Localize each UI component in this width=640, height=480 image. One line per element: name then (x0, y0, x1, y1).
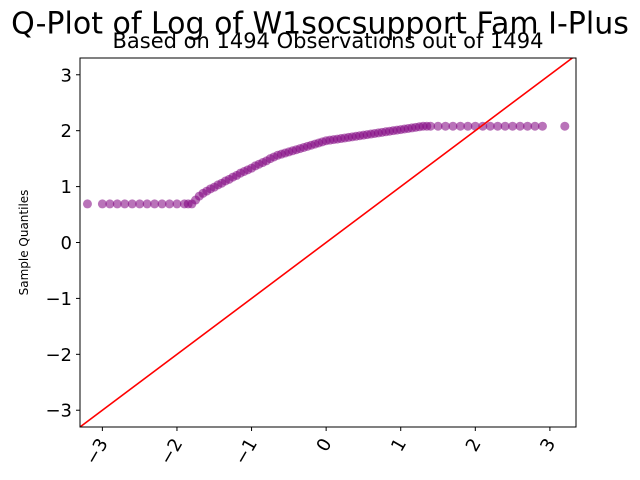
y-tick-label: −3 (45, 401, 72, 422)
reference-line-group (80, 58, 574, 427)
chart-subtitle: Based on 1494 Observations out of 1494 (112, 29, 544, 53)
sample-point (97, 199, 107, 209)
y-tick-label: 3 (61, 65, 72, 86)
sample-point (82, 199, 92, 209)
sample-point (560, 121, 570, 131)
sample-point (105, 199, 115, 209)
chart-title: Q-Plot of Log of W1socsupport Fam I-Plus (11, 6, 629, 42)
sample-point (448, 121, 458, 131)
y-axis-label: Sample Quantiles (17, 190, 31, 296)
sample-points-group (82, 121, 570, 209)
sample-point (112, 199, 122, 209)
x-tick-label: −2 (156, 435, 187, 468)
sample-point (157, 199, 167, 209)
x-tick-label: −1 (230, 435, 261, 468)
sample-point (485, 121, 495, 131)
sample-point (165, 199, 175, 209)
x-tick-label: 2 (462, 435, 486, 455)
sample-point (463, 121, 473, 131)
sample-point (426, 121, 436, 131)
sample-point (523, 121, 533, 131)
sample-point (500, 121, 510, 131)
reference-line (80, 58, 574, 427)
sample-point (135, 199, 145, 209)
sample-point (142, 199, 152, 209)
sample-point (515, 121, 525, 131)
sample-point (530, 121, 540, 131)
y-tick-label: −2 (45, 345, 72, 366)
sample-point (537, 121, 547, 131)
x-axis-ticks: −3 −2 −1 0 1 2 3 (81, 427, 560, 468)
sample-point (150, 199, 160, 209)
x-tick-label: 3 (536, 435, 560, 455)
x-tick-label: 0 (313, 435, 337, 455)
x-tick-label: 1 (387, 435, 411, 455)
y-tick-label: −1 (45, 289, 72, 310)
sample-point (172, 199, 182, 209)
y-tick-label: 2 (61, 121, 72, 142)
y-tick-label: 0 (61, 233, 72, 254)
sample-point (120, 199, 130, 209)
sample-point (433, 121, 443, 131)
sample-point (440, 121, 450, 131)
sample-point (127, 199, 137, 209)
y-axis-ticks: −3 −2 −1 0 1 2 3 (45, 65, 80, 422)
y-tick-label: 1 (61, 177, 72, 198)
x-tick-label: −3 (81, 435, 112, 468)
sample-point (455, 121, 465, 131)
sample-point (493, 121, 503, 131)
sample-point (508, 121, 518, 131)
